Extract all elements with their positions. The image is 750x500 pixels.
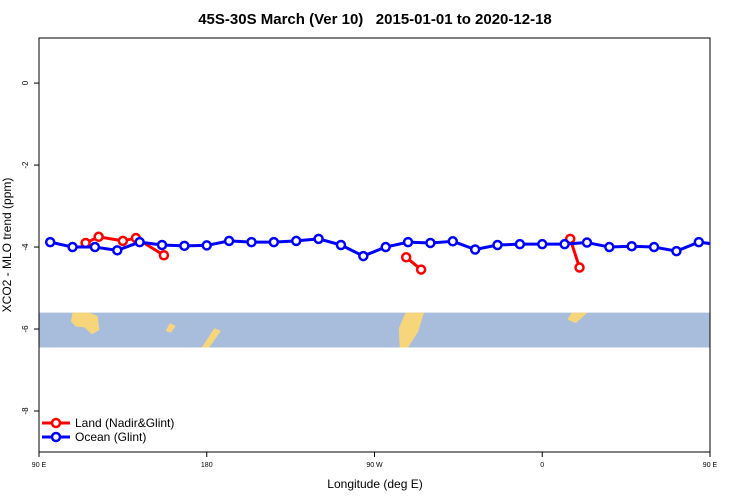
map-land [742,313,750,335]
map-band [39,312,750,348]
data-point [117,235,129,247]
data-point [715,239,723,247]
data-point [156,239,168,251]
data-point [358,250,369,262]
data-point [67,241,78,253]
data-point [313,233,324,245]
data-point [400,252,412,263]
data-point [415,264,427,275]
x-tick-label: 90 W [366,462,383,469]
map-land [398,312,424,348]
y-tick-label: -8 [21,407,30,415]
data-point [134,236,145,248]
data-point [93,231,104,243]
y-axis: 0 -2 -4 -6 -8 [21,80,39,415]
legend-marker [50,417,62,429]
data-point [574,262,585,273]
data-point [201,240,212,251]
y-tick-label: -2 [21,161,30,169]
data-point [492,239,503,251]
data-point [158,249,170,261]
legend: Land (Nadir&Glint)Ocean (Glint) [42,416,174,444]
data-point [626,240,637,252]
data-point [44,236,56,248]
series-land [80,231,750,275]
x-tick-label: 180 [201,462,213,469]
data-point [604,241,615,253]
data-point [537,238,548,250]
series-ocean [44,233,725,262]
data-point [425,237,436,249]
legend-marker [50,431,62,443]
data-point [447,236,459,247]
series-layer [44,231,750,275]
data-point [581,237,593,248]
y-tick-label: -4 [21,243,30,251]
data-point [693,236,705,248]
data-point [290,235,302,247]
legend-label: Ocean (Glint) [75,430,146,444]
data-point [559,238,570,250]
map-ocean [39,312,710,348]
data-point [514,238,526,250]
x-axis-label: Longitude (deg E) [327,477,422,491]
map-land [567,312,588,324]
data-point [671,245,682,257]
data-point [268,236,280,248]
x-tick-label: 90 E [32,462,47,469]
chart-title: 45S-30S March (Ver 10) 2015-01-01 to 202… [198,11,552,28]
x-tick-label: 90 E [703,462,718,469]
map-land [165,323,176,333]
x-tick-label: 0 [540,462,544,469]
data-point [402,236,414,248]
data-point [179,240,190,252]
data-point [469,244,481,255]
y-tick-label: 0 [21,80,30,85]
map-land [201,328,222,348]
data-point [717,241,725,249]
map-land [70,312,100,335]
data-point [223,235,235,247]
data-point [335,239,347,251]
series-line [719,237,750,255]
y-axis-label: XCO2 - MLO trend (ppm) [0,178,14,313]
data-point [112,245,123,256]
legend-label: Land (Nadir&Glint) [75,416,174,430]
data-point [728,233,736,241]
data-point [246,236,257,248]
data-point [380,241,391,253]
data-point [648,241,660,253]
y-tick-label: -6 [21,325,30,333]
data-point [89,241,101,253]
